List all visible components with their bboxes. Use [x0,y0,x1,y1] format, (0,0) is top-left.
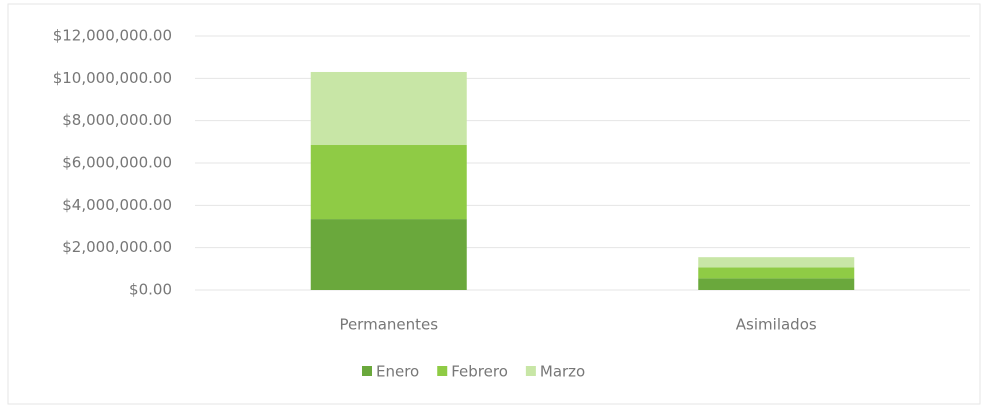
y-tick-label: $4,000,000.00 [62,196,172,214]
legend-label: Febrero [451,363,508,381]
legend-label: Marzo [540,363,585,381]
legend-swatch [437,366,448,376]
bar-segment [698,257,855,268]
y-tick-label: $12,000,000.00 [53,27,172,45]
y-tick-label: $10,000,000.00 [53,69,172,87]
y-tick-label: $8,000,000.00 [62,111,172,129]
y-tick-label: $0.00 [129,281,172,299]
legend-label: Enero [376,363,419,381]
bar-segment [698,267,855,279]
y-tick-label: $2,000,000.00 [62,238,172,256]
chart-frame [7,3,981,405]
bar-segment [310,219,467,290]
legend-swatch [525,366,536,376]
y-tick-label: $6,000,000.00 [62,154,172,172]
bar-segment [698,278,855,290]
x-tick-label: Asimilados [736,316,817,334]
bar-segment [310,145,467,220]
legend-swatch [362,366,372,376]
bar-segment [310,71,467,146]
x-tick-label: Permanentes [339,316,438,334]
